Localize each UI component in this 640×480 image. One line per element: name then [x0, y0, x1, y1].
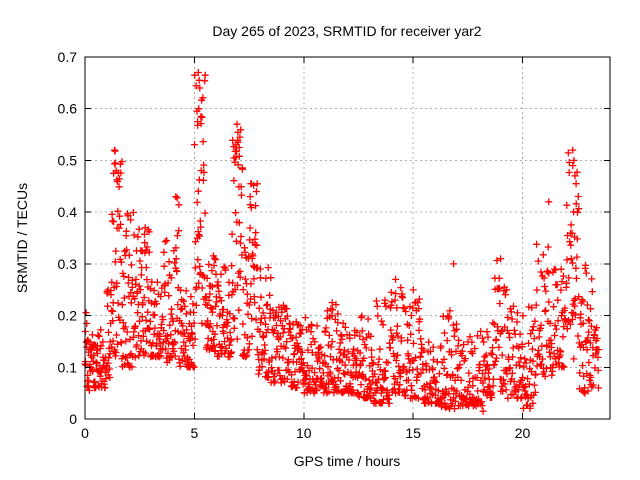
tick-labels: 0 5 10 15 20 0 0.1 0.2 0.3 0.4 0.5 0.6 0.7: [58, 49, 531, 441]
y-tick-label: 0.1: [58, 359, 78, 375]
scatter-series: [81, 69, 603, 415]
y-axis-title: SRMTID / TECUs: [14, 183, 30, 293]
plot-border: [84, 56, 611, 420]
x-axis-title: GPS time / hours: [294, 453, 401, 469]
y-tick-label: 0.4: [58, 204, 78, 220]
y-tick-label: 0.2: [58, 308, 78, 324]
y-tick-label: 0.3: [58, 256, 78, 272]
x-tick-label: 5: [190, 425, 198, 441]
x-tick-label: 15: [405, 425, 421, 441]
y-tick-label: 0.5: [58, 152, 78, 168]
chart-title: Day 265 of 2023, SRMTID for receiver yar…: [212, 23, 481, 39]
x-tick-label: 0: [81, 425, 89, 441]
x-tick-label: 20: [515, 425, 531, 441]
y-tick-label: 0.7: [58, 49, 78, 65]
scatter-points: [81, 69, 603, 415]
tick-marks: [84, 56, 610, 420]
y-tick-label: 0.6: [58, 101, 78, 117]
y-tick-label: 0: [69, 411, 77, 427]
x-tick-label: 10: [296, 425, 312, 441]
